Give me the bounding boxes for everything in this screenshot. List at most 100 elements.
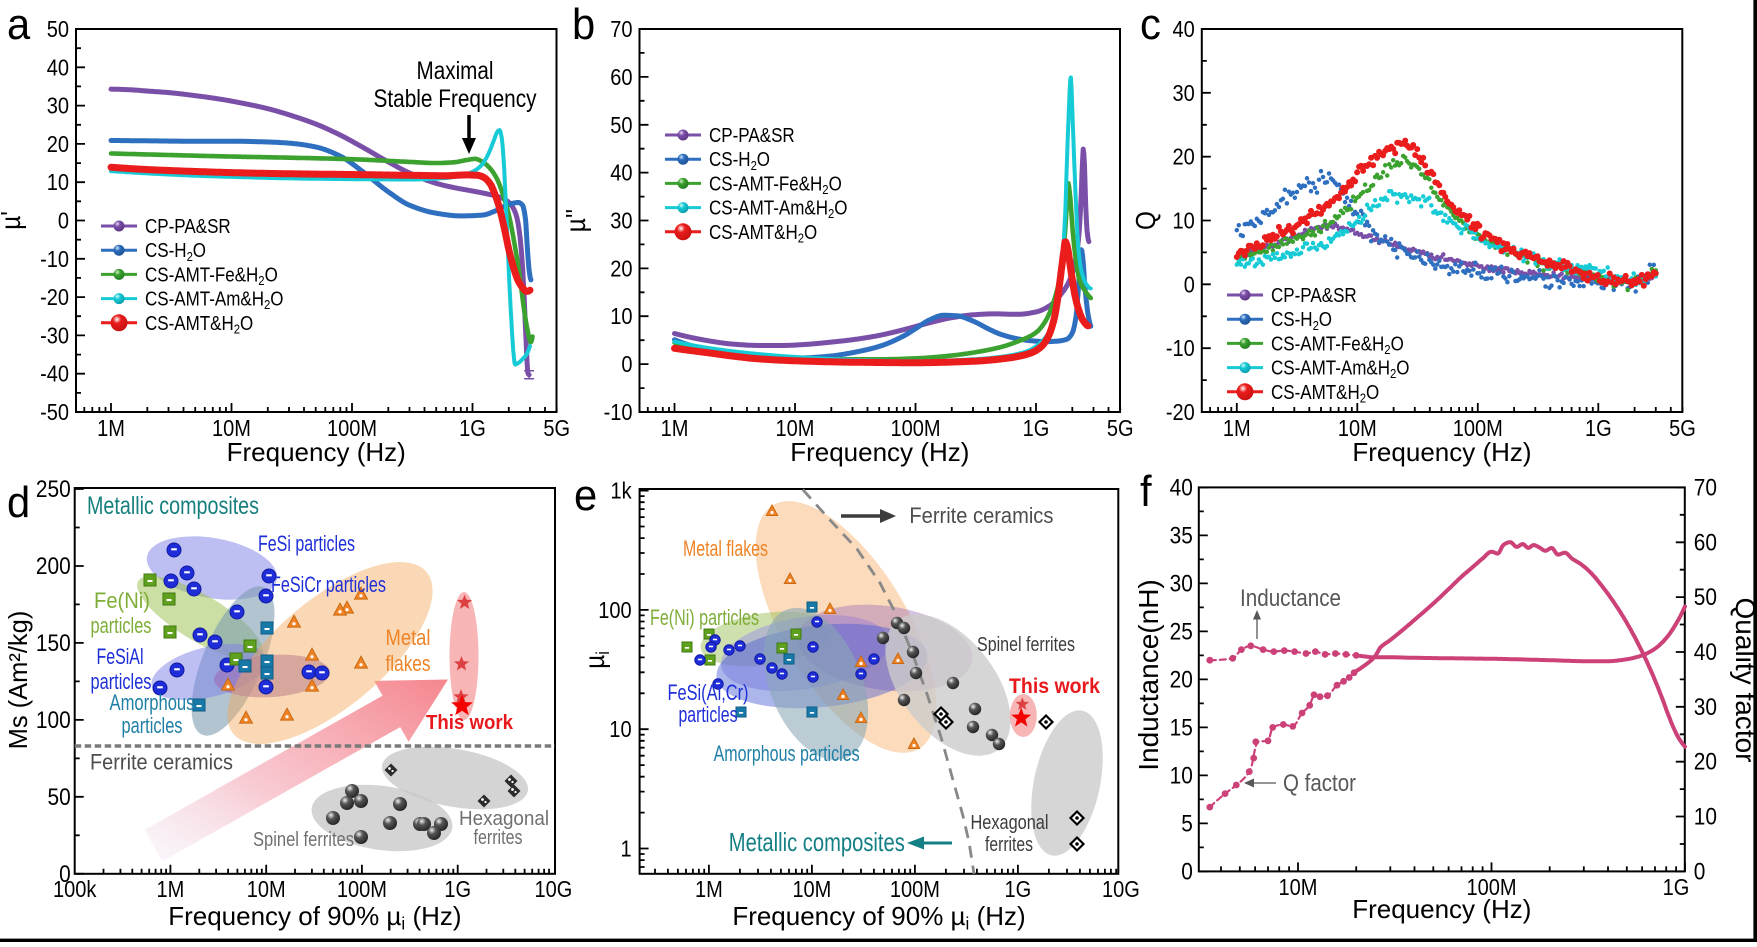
svg-text:1G: 1G — [1023, 415, 1050, 441]
svg-text:100: 100 — [598, 597, 631, 623]
svg-text:0: 0 — [1184, 271, 1195, 297]
svg-text:i: i — [592, 651, 613, 655]
svg-text:-10: -10 — [40, 246, 69, 272]
svg-text:O: O — [240, 313, 253, 335]
svg-text:Inductance: Inductance — [1240, 585, 1341, 612]
svg-text:Spinel ferrites: Spinel ferrites — [977, 634, 1075, 656]
svg-text:5: 5 — [1181, 810, 1193, 837]
svg-text:CS-AMT-Am&H: CS-AMT-Am&H — [1271, 358, 1390, 380]
svg-text:150: 150 — [36, 630, 71, 657]
svg-text:Q factor: Q factor — [1283, 770, 1356, 797]
svg-text:Metallic composites: Metallic composites — [87, 492, 259, 520]
svg-text:-20: -20 — [1166, 399, 1195, 425]
svg-text:CP-PA&SR: CP-PA&SR — [709, 125, 795, 147]
svg-text:Amorphous particles: Amorphous particles — [714, 741, 860, 766]
svg-text:50: 50 — [47, 16, 69, 42]
svg-text:2: 2 — [1384, 342, 1390, 357]
svg-text:-40: -40 — [40, 361, 69, 387]
svg-text:10G: 10G — [535, 876, 573, 902]
svg-text:Frequency of 90% µ: Frequency of 90% µ — [168, 901, 401, 931]
svg-text:50: 50 — [610, 112, 632, 138]
svg-text:Frequency (Hz): Frequency (Hz) — [227, 437, 406, 467]
svg-text:i: i — [966, 914, 970, 934]
svg-text:0: 0 — [1181, 858, 1193, 885]
svg-text:Amorphous: Amorphous — [110, 690, 195, 715]
svg-text:CS-AMT&H: CS-AMT&H — [145, 313, 234, 335]
svg-text:CP-PA&SR: CP-PA&SR — [1271, 285, 1357, 307]
svg-text:20: 20 — [1170, 666, 1193, 693]
svg-text:Hexagonal: Hexagonal — [459, 808, 549, 830]
svg-text:2: 2 — [1360, 390, 1366, 405]
svg-text:1G: 1G — [1585, 415, 1612, 441]
svg-text:ferrites: ferrites — [474, 827, 523, 849]
svg-text:Ferrite ceramics: Ferrite ceramics — [909, 503, 1053, 528]
svg-text:2: 2 — [258, 273, 264, 288]
svg-text:CP-PA&SR: CP-PA&SR — [145, 216, 231, 238]
svg-text:5G: 5G — [1669, 415, 1696, 441]
svg-text:particles: particles — [91, 669, 152, 694]
svg-text:O: O — [834, 198, 847, 220]
svg-text:10M: 10M — [247, 876, 286, 902]
svg-text:100M: 100M — [1466, 874, 1516, 900]
svg-text:5G: 5G — [543, 415, 570, 441]
svg-text:Fe(Ni) particles: Fe(Ni) particles — [650, 605, 759, 630]
svg-text:µ: µ — [579, 655, 610, 669]
svg-text:FeSiAl: FeSiAl — [97, 644, 144, 669]
svg-text:200: 200 — [36, 553, 71, 580]
svg-text:100M: 100M — [1453, 415, 1503, 441]
svg-text:O: O — [1391, 333, 1404, 355]
svg-text:CS-H: CS-H — [1271, 309, 1313, 331]
svg-text:e: e — [574, 471, 597, 520]
svg-text:Frequency (Hz): Frequency (Hz) — [1352, 894, 1531, 924]
svg-text:1M: 1M — [661, 415, 689, 441]
svg-text:Frequency (Hz): Frequency (Hz) — [790, 437, 969, 467]
svg-text:Metal flakes: Metal flakes — [683, 536, 768, 561]
svg-text:2: 2 — [828, 206, 834, 221]
svg-text:2: 2 — [798, 230, 804, 245]
svg-text:Metal: Metal — [386, 625, 431, 650]
svg-text:35: 35 — [1170, 522, 1193, 549]
svg-text:Frequency of 90% µ: Frequency of 90% µ — [732, 901, 965, 931]
svg-text:Ms (Am²/kg): Ms (Am²/kg) — [3, 611, 33, 750]
svg-text:Spinel ferrites: Spinel ferrites — [253, 829, 354, 851]
svg-text:10M: 10M — [792, 876, 831, 902]
svg-text:FeSiCr particles: FeSiCr particles — [271, 572, 386, 597]
svg-text:1G: 1G — [1663, 874, 1690, 900]
svg-text:10: 10 — [1170, 762, 1193, 789]
svg-text:70: 70 — [1694, 474, 1717, 501]
svg-text:1M: 1M — [157, 876, 185, 902]
svg-text:50: 50 — [48, 784, 71, 811]
svg-text:-10: -10 — [1166, 335, 1195, 361]
svg-text:20: 20 — [610, 255, 632, 281]
svg-text:100: 100 — [36, 707, 71, 734]
svg-text:This work: This work — [426, 712, 514, 734]
svg-text:0: 0 — [1694, 858, 1706, 885]
svg-text:0: 0 — [621, 351, 632, 377]
svg-text:40: 40 — [1170, 474, 1193, 501]
svg-text:b: b — [572, 0, 595, 49]
svg-text:250: 250 — [36, 476, 71, 503]
svg-text:Inductance(nH): Inductance(nH) — [1133, 579, 1164, 771]
svg-text:CS-AMT-Fe&H: CS-AMT-Fe&H — [709, 173, 822, 195]
svg-text:100M: 100M — [890, 876, 940, 902]
svg-text:c: c — [1140, 0, 1161, 49]
svg-text:30: 30 — [1170, 570, 1193, 597]
svg-text:CS-AMT&H: CS-AMT&H — [1271, 382, 1360, 404]
svg-text:O: O — [804, 222, 817, 244]
svg-text:1M: 1M — [1223, 415, 1251, 441]
svg-text:-20: -20 — [40, 284, 69, 310]
svg-text:Frequency (Hz): Frequency (Hz) — [1352, 437, 1531, 467]
svg-text:40: 40 — [610, 160, 632, 186]
svg-text:FeSi particles: FeSi particles — [258, 531, 355, 556]
svg-text:flakes: flakes — [386, 651, 431, 676]
svg-text:Maximal: Maximal — [417, 57, 494, 85]
svg-text:5G: 5G — [1107, 415, 1134, 441]
svg-text:30: 30 — [1173, 80, 1195, 106]
svg-text:0: 0 — [58, 208, 69, 234]
svg-text:2: 2 — [187, 249, 193, 264]
svg-text:CS-AMT-Am&H: CS-AMT-Am&H — [145, 289, 264, 311]
svg-text:1: 1 — [621, 836, 632, 862]
svg-text:2: 2 — [751, 158, 757, 173]
svg-text:O: O — [270, 289, 283, 311]
svg-text:(Hz): (Hz) — [405, 901, 461, 931]
